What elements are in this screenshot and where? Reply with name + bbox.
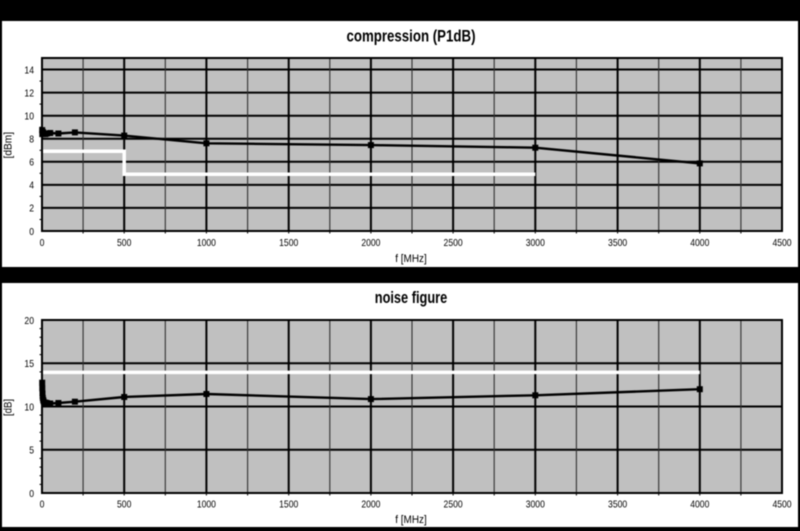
svg-text:f [MHz]: f [MHz]	[395, 514, 427, 526]
svg-text:4: 4	[29, 180, 34, 192]
svg-text:2000: 2000	[361, 237, 380, 249]
svg-text:1500: 1500	[279, 237, 298, 249]
svg-text:8: 8	[29, 134, 34, 146]
svg-text:4000: 4000	[690, 498, 709, 510]
svg-text:15: 15	[24, 358, 34, 370]
svg-text:10: 10	[24, 111, 34, 123]
svg-text:2000: 2000	[361, 498, 380, 510]
svg-text:0: 0	[40, 237, 45, 249]
svg-text:14: 14	[24, 64, 34, 76]
svg-text:2500: 2500	[444, 237, 463, 249]
svg-text:f [MHz]: f [MHz]	[395, 253, 427, 265]
svg-text:[dB]: [dB]	[3, 399, 15, 416]
svg-text:2500: 2500	[444, 498, 463, 510]
svg-text:0: 0	[40, 498, 45, 510]
svg-text:4500: 4500	[772, 498, 791, 510]
svg-text:4000: 4000	[690, 237, 709, 249]
svg-text:1500: 1500	[279, 498, 298, 510]
svg-text:noise figure: noise figure	[375, 289, 448, 307]
svg-text:20: 20	[24, 315, 34, 327]
svg-text:3500: 3500	[608, 498, 627, 510]
svg-text:12: 12	[24, 87, 34, 99]
svg-text:10: 10	[24, 401, 34, 413]
svg-text:3000: 3000	[526, 237, 545, 249]
svg-text:6: 6	[29, 157, 34, 169]
svg-text:5: 5	[29, 445, 34, 457]
svg-text:0: 0	[29, 226, 34, 238]
svg-text:500: 500	[117, 237, 131, 249]
svg-text:2: 2	[29, 203, 34, 215]
svg-text:[dBm]: [dBm]	[3, 132, 15, 159]
svg-text:1000: 1000	[197, 498, 216, 510]
svg-text:4500: 4500	[772, 237, 791, 249]
svg-text:3500: 3500	[608, 237, 627, 249]
svg-text:compression (P1dB): compression (P1dB)	[347, 27, 476, 45]
svg-text:500: 500	[117, 498, 131, 510]
svg-text:0: 0	[29, 488, 34, 500]
svg-text:1000: 1000	[197, 237, 216, 249]
svg-text:3000: 3000	[526, 498, 545, 510]
